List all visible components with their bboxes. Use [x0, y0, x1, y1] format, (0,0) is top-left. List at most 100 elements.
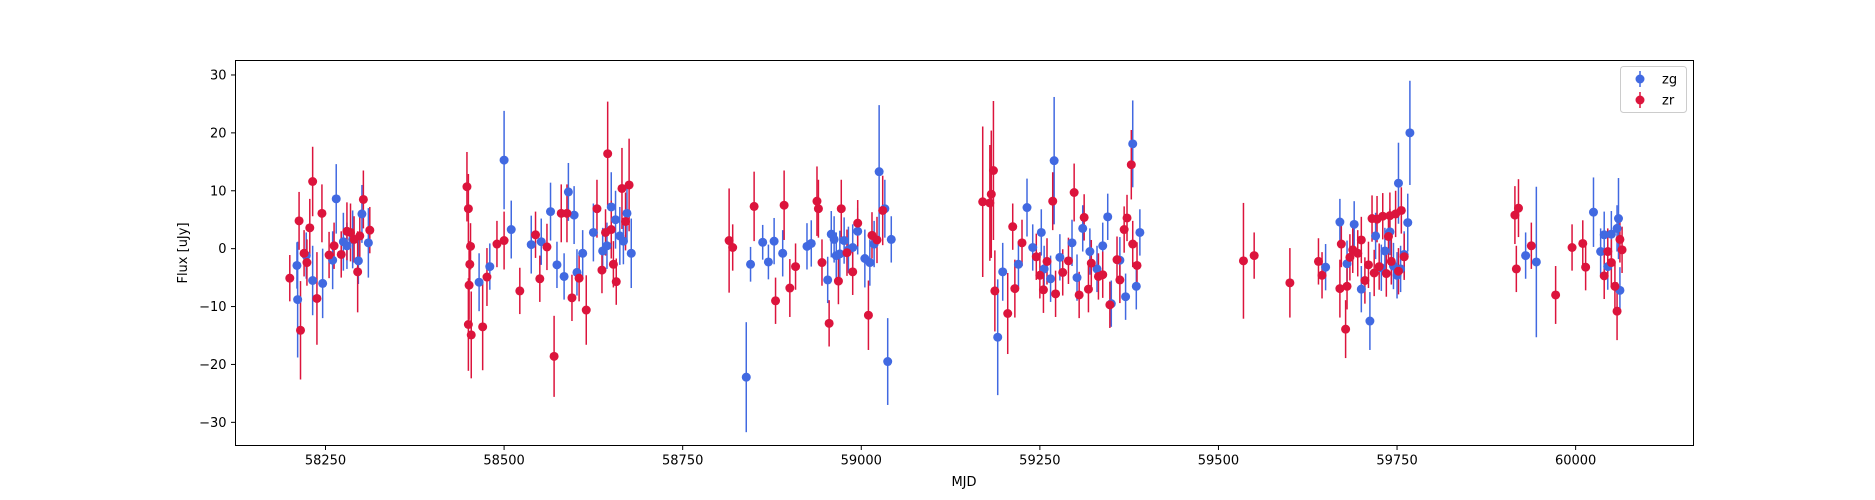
- zg-point: [1103, 212, 1113, 222]
- zr-point: [1017, 238, 1027, 248]
- zr-point: [779, 200, 789, 210]
- zr-point: [1617, 245, 1627, 255]
- zr-point: [624, 180, 634, 190]
- zr-point: [872, 235, 882, 245]
- zg-point: [1335, 217, 1345, 227]
- zg-point: [883, 357, 893, 367]
- x-tick-label: 59750: [1376, 454, 1417, 469]
- markers-layer: [285, 128, 1627, 382]
- zr-point: [791, 262, 801, 272]
- zr-point: [1122, 213, 1132, 223]
- zg-point: [499, 155, 509, 165]
- legend: zg zr: [1620, 66, 1687, 113]
- zr-point: [365, 225, 375, 235]
- zg-point: [318, 278, 328, 288]
- zg-point: [839, 236, 849, 246]
- zr-point: [1342, 281, 1352, 291]
- zg-point: [578, 248, 588, 258]
- zr-point: [749, 201, 759, 211]
- x-tick-label: 58500: [483, 454, 524, 469]
- zg-point: [829, 234, 839, 244]
- zr-point: [1249, 251, 1259, 261]
- zr-point: [978, 197, 988, 207]
- zg-point: [588, 227, 598, 237]
- zr-point: [1396, 205, 1406, 215]
- zr-point: [1511, 264, 1521, 274]
- zr-point: [1112, 255, 1122, 265]
- zg-point: [1599, 230, 1609, 240]
- zr-point: [294, 216, 304, 226]
- zr-point: [1599, 271, 1609, 281]
- y-axis: −30 −20 −10 0 10 20 30: [199, 68, 236, 431]
- zg-point: [1085, 247, 1095, 257]
- zg-point: [1022, 203, 1032, 213]
- zr-point: [308, 177, 318, 186]
- legend-zg-label: zg: [1662, 73, 1677, 88]
- zg-point: [293, 295, 303, 305]
- zr-point: [771, 296, 781, 306]
- zg-point: [1531, 257, 1541, 267]
- zg-point: [569, 210, 579, 220]
- zr-point: [1048, 196, 1058, 206]
- legend-zr-label: zr: [1662, 94, 1675, 109]
- zr-point: [621, 216, 631, 226]
- zg-point: [1403, 218, 1413, 228]
- zr-point: [463, 204, 473, 214]
- zr-point: [1132, 260, 1142, 270]
- zr-point: [817, 258, 827, 268]
- zg-point: [618, 236, 628, 246]
- zg-point: [526, 240, 536, 250]
- zg-point: [1356, 284, 1366, 294]
- zr-point: [312, 293, 322, 303]
- x-tick-label: 59000: [841, 454, 882, 469]
- zr-point: [990, 286, 1000, 296]
- zr-point: [1119, 225, 1129, 235]
- zg-point: [741, 372, 751, 382]
- zg-point: [485, 262, 495, 272]
- zg-point: [536, 237, 546, 247]
- zr-point: [1038, 285, 1048, 295]
- zr-point: [302, 258, 312, 268]
- zr-point: [1008, 222, 1018, 232]
- y-tick-label: 20: [210, 126, 227, 141]
- zr-point: [492, 239, 502, 249]
- zg-point: [1036, 227, 1046, 237]
- zr-point: [562, 208, 572, 218]
- zg-point: [1046, 274, 1056, 284]
- zg-point: [1072, 273, 1082, 283]
- zr-point: [1345, 252, 1355, 262]
- zr-point: [1083, 284, 1093, 294]
- zr-point: [1581, 262, 1591, 272]
- zr-point: [346, 227, 356, 237]
- zg-point: [1049, 156, 1059, 166]
- zg-point: [758, 237, 768, 247]
- zg-point: [357, 209, 367, 219]
- zr-point: [985, 198, 995, 208]
- zr-point: [464, 280, 474, 290]
- zg-point: [865, 258, 875, 268]
- zr-point: [478, 322, 488, 332]
- zr-point: [285, 273, 295, 283]
- errorbars-layer: [289, 80, 1623, 433]
- x-tick-label: 60000: [1555, 454, 1596, 469]
- zg-point: [993, 332, 1003, 342]
- zr-point: [1356, 235, 1366, 245]
- zg-point: [363, 238, 373, 248]
- zr-point: [465, 259, 475, 269]
- zr-point: [482, 272, 492, 282]
- zg-point: [1371, 231, 1381, 241]
- y-tick-label: −30: [199, 416, 226, 431]
- zg-point: [746, 259, 756, 269]
- zr-point: [1393, 266, 1403, 276]
- zr-point: [1126, 160, 1136, 170]
- zr-point: [1336, 239, 1346, 249]
- zr-point: [603, 149, 613, 159]
- zg-point: [331, 194, 341, 204]
- zg-point: [823, 275, 833, 285]
- zr-point: [1381, 269, 1391, 279]
- zr-point: [617, 183, 627, 193]
- zr-point: [1610, 281, 1620, 291]
- zg-point: [602, 241, 612, 251]
- x-axis: 58250 58500 58750 59000 59250 59500 59750 60000: [305, 445, 1596, 469]
- zg-point: [546, 207, 556, 217]
